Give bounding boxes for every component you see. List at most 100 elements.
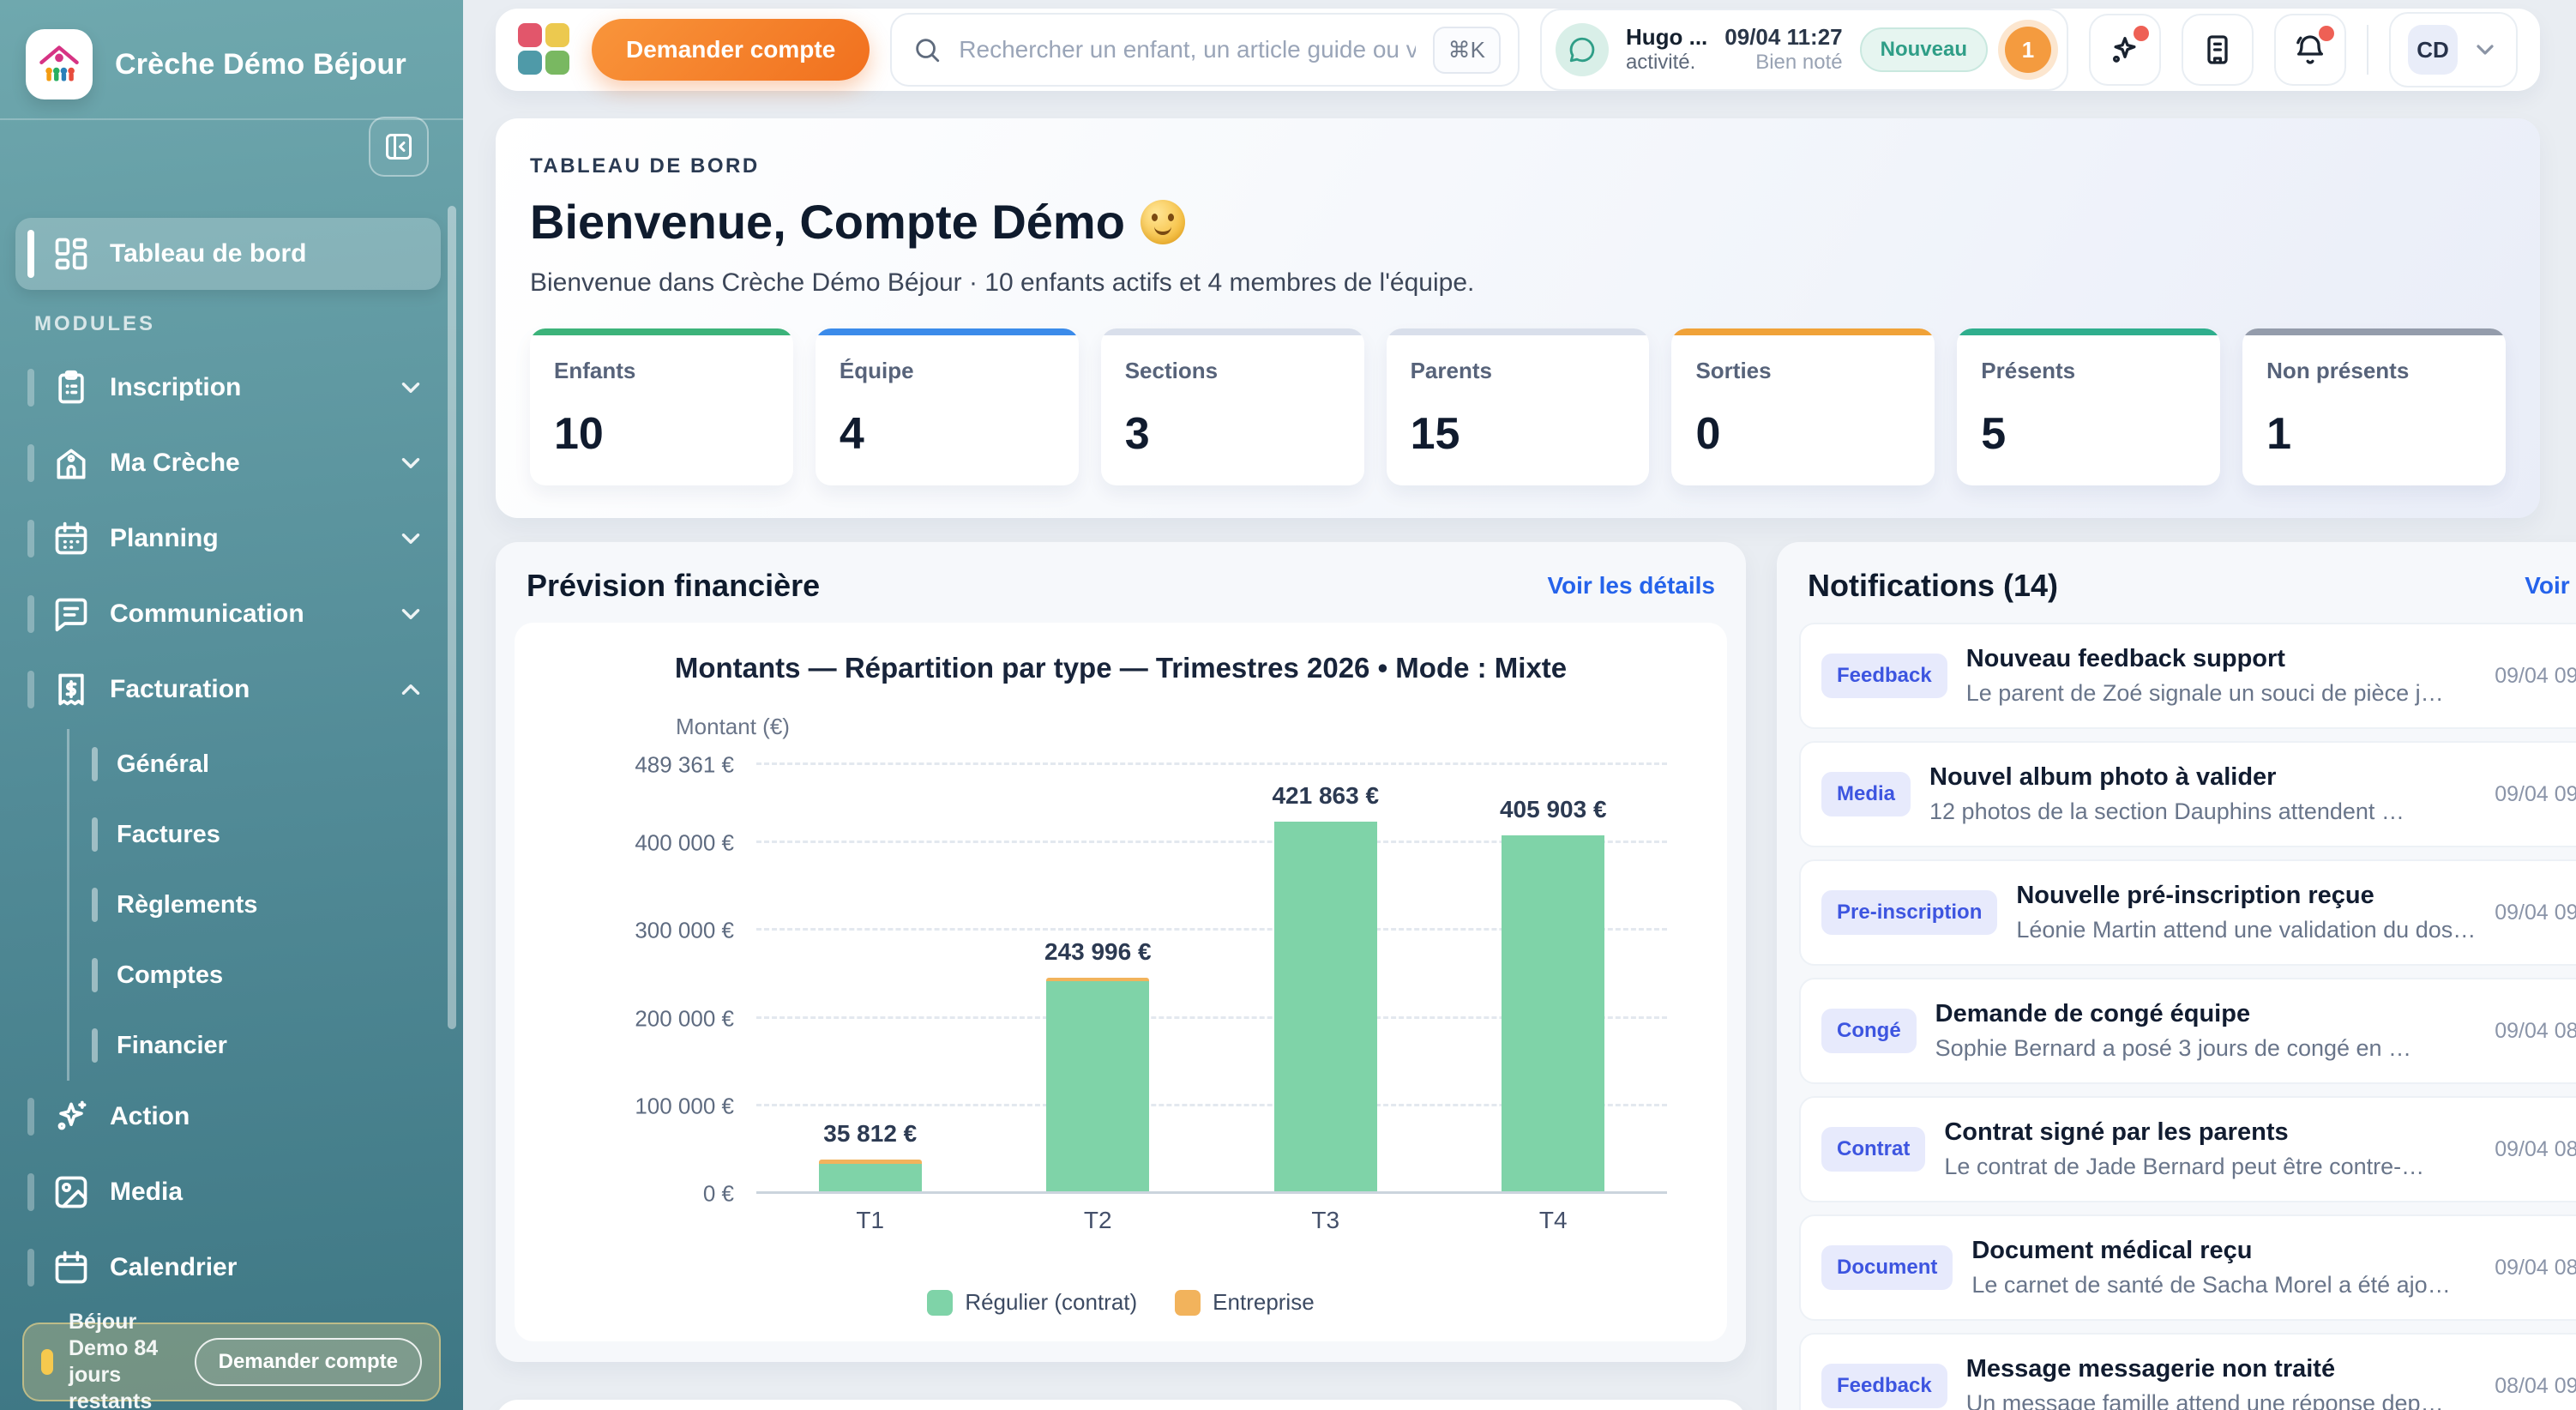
notification-time: 09/04 08:43 xyxy=(2495,1137,2576,1162)
sidebar-item-facturation[interactable]: Facturation xyxy=(15,654,441,726)
chat-bubble-icon xyxy=(1556,23,1609,76)
receipt-dollar-icon xyxy=(51,670,91,709)
stat-accent-bar xyxy=(1671,328,1935,335)
sidebar-item-action[interactable]: Action xyxy=(15,1081,441,1153)
sidebar-item-label: Facturation xyxy=(110,675,396,704)
trial-text: Béjour Demo 84 jours restants xyxy=(69,1309,179,1410)
sidebar-item-label: Action xyxy=(110,1102,425,1131)
stat-accent-bar xyxy=(530,328,793,335)
notification-title: Nouveau feedback support xyxy=(1966,645,2477,673)
building-icon xyxy=(2200,33,2235,67)
search-box[interactable]: ⌘K xyxy=(890,13,1520,87)
bar-segment-regulier xyxy=(1274,822,1377,1191)
puzzle-logo-icon[interactable] xyxy=(518,23,571,76)
stat-label: Sorties xyxy=(1695,358,1911,384)
notification-item[interactable]: FeedbackMessage messagerie non traitéUn … xyxy=(1799,1333,2576,1410)
submenu-item-reglements[interactable]: Règlements xyxy=(92,870,441,940)
item-tick xyxy=(92,958,98,992)
notifications-bell-button[interactable] xyxy=(2274,14,2346,86)
bar-t2[interactable]: 243 996 € xyxy=(1046,762,1149,1191)
stat-card-equipe[interactable]: Équipe4 xyxy=(816,328,1079,485)
y-tick-label: 489 361 € xyxy=(635,752,734,779)
sidebar-item-planning[interactable]: Planning xyxy=(15,503,441,575)
notification-badge: Feedback xyxy=(1821,654,1947,698)
sidebar-item-communication[interactable]: Communication xyxy=(15,578,441,650)
item-tick xyxy=(27,1098,34,1136)
submenu-item-factures[interactable]: Factures xyxy=(92,799,441,870)
submenu-item-label: Comptes xyxy=(117,961,223,990)
stat-accent-bar xyxy=(816,328,1079,335)
stat-value: 3 xyxy=(1125,408,1340,460)
assistant-time: 09/04 11:27 xyxy=(1724,24,1842,51)
item-tick xyxy=(27,520,34,557)
sidebar-item-inscription[interactable]: Inscription xyxy=(15,352,441,424)
notification-item[interactable]: Pre-inscriptionNouvelle pré-inscription … xyxy=(1799,859,2576,966)
bar-t4[interactable]: 405 903 € xyxy=(1502,762,1604,1191)
stat-card-sorties[interactable]: Sorties0 xyxy=(1671,328,1935,485)
submenu-item-label: Règlements xyxy=(117,891,257,919)
bar-t3[interactable]: 421 863 € xyxy=(1274,762,1377,1191)
notifications-see-all-link[interactable]: Voir tout xyxy=(2525,572,2576,600)
sidebar-item-label: Communication xyxy=(110,600,396,629)
submenu-item-comptes[interactable]: Comptes xyxy=(92,940,441,1010)
legend-swatch xyxy=(1175,1290,1201,1316)
trial-indicator-dot xyxy=(41,1349,53,1375)
notification-item[interactable]: DocumentDocument médical reçuLe carnet d… xyxy=(1799,1214,2576,1321)
x-tick-label: T3 xyxy=(1274,1207,1377,1234)
stat-value: 10 xyxy=(554,408,769,460)
sidebar: Crèche Démo Béjour Tableau de bord MODUL… xyxy=(0,0,463,1410)
finance-title: Prévision financière xyxy=(527,568,820,604)
actions-sparkle-button[interactable] xyxy=(2089,14,2161,86)
avatar: CD xyxy=(2408,25,2458,75)
y-tick-label: 400 000 € xyxy=(635,830,734,857)
submenu-item-financier[interactable]: Financier xyxy=(92,1010,441,1081)
notification-item[interactable]: MediaNouvel album photo à valider12 phot… xyxy=(1799,741,2576,847)
sidebar-item-label: Planning xyxy=(110,524,396,553)
stat-label: Sections xyxy=(1125,358,1340,384)
notification-item[interactable]: CongéDemande de congé équipeSophie Berna… xyxy=(1799,978,2576,1084)
calendar-icon xyxy=(51,1248,91,1287)
creche-logo xyxy=(26,29,93,99)
sidebar-item-label: Tableau de bord xyxy=(110,239,425,268)
legend-swatch xyxy=(927,1290,953,1316)
axis-baseline: 0 € xyxy=(756,1191,1667,1194)
bar-segment-regulier xyxy=(819,1164,922,1192)
stat-label: Parents xyxy=(1411,358,1626,384)
organization-button[interactable] xyxy=(2182,14,2254,86)
user-menu[interactable]: CD xyxy=(2389,12,2518,87)
stat-card-presents[interactable]: Présents5 xyxy=(1957,328,2220,485)
sidebar-scrollbar[interactable] xyxy=(448,206,456,1029)
bar-value-label: 405 903 € xyxy=(1500,796,1607,823)
trial-request-account-button[interactable]: Demander compte xyxy=(195,1338,422,1386)
stat-value: 5 xyxy=(1981,408,2196,460)
sidebar-item-tableau-de-bord[interactable]: Tableau de bord xyxy=(15,218,441,290)
stats-row: Enfants10 Équipe4 Sections 3 Parents15 So… xyxy=(530,328,2506,485)
notification-time: 09/04 09:18 xyxy=(2495,901,2576,925)
sidebar-item-ma-creche[interactable]: Ma Crèche xyxy=(15,427,441,499)
request-account-button[interactable]: Demander compte xyxy=(592,19,870,81)
building-school-icon xyxy=(51,443,91,483)
stat-accent-bar xyxy=(2242,328,2506,335)
search-input[interactable] xyxy=(957,35,1417,64)
panel-collapse-icon xyxy=(383,131,414,162)
stat-card-enfants[interactable]: Enfants10 xyxy=(530,328,793,485)
stat-value: 4 xyxy=(840,408,1055,460)
notification-item[interactable]: ContratContrat signé par les parentsLe c… xyxy=(1799,1096,2576,1202)
stat-card-parents[interactable]: Parents15 xyxy=(1387,328,1650,485)
stat-card-sections[interactable]: Sections 3 xyxy=(1101,328,1364,485)
submenu-item-general[interactable]: Général xyxy=(92,729,441,799)
sidebar-collapse-button[interactable] xyxy=(369,117,429,177)
finance-details-link[interactable]: Voir les détails xyxy=(1547,572,1715,600)
app-name: Crèche Démo Béjour xyxy=(115,48,406,81)
notification-badge: Congé xyxy=(1821,1009,1917,1053)
sidebar-item-media[interactable]: Media xyxy=(15,1156,441,1228)
y-tick-label: 100 000 € xyxy=(635,1093,734,1119)
item-tick xyxy=(27,444,34,482)
stat-card-non-presents[interactable]: Non présents1 xyxy=(2242,328,2506,485)
bar-t1[interactable]: 35 812 € xyxy=(819,762,922,1191)
assistant-widget[interactable]: Hugo ... activité. 09/04 11:27 Bien noté… xyxy=(1540,9,2068,91)
sidebar-item-calendrier[interactable]: Calendrier xyxy=(15,1232,441,1304)
notification-item[interactable]: FeedbackNouveau feedback supportLe paren… xyxy=(1799,623,2576,729)
stat-accent-bar xyxy=(1387,328,1650,335)
notifications-list: FeedbackNouveau feedback supportLe paren… xyxy=(1777,623,2576,1410)
